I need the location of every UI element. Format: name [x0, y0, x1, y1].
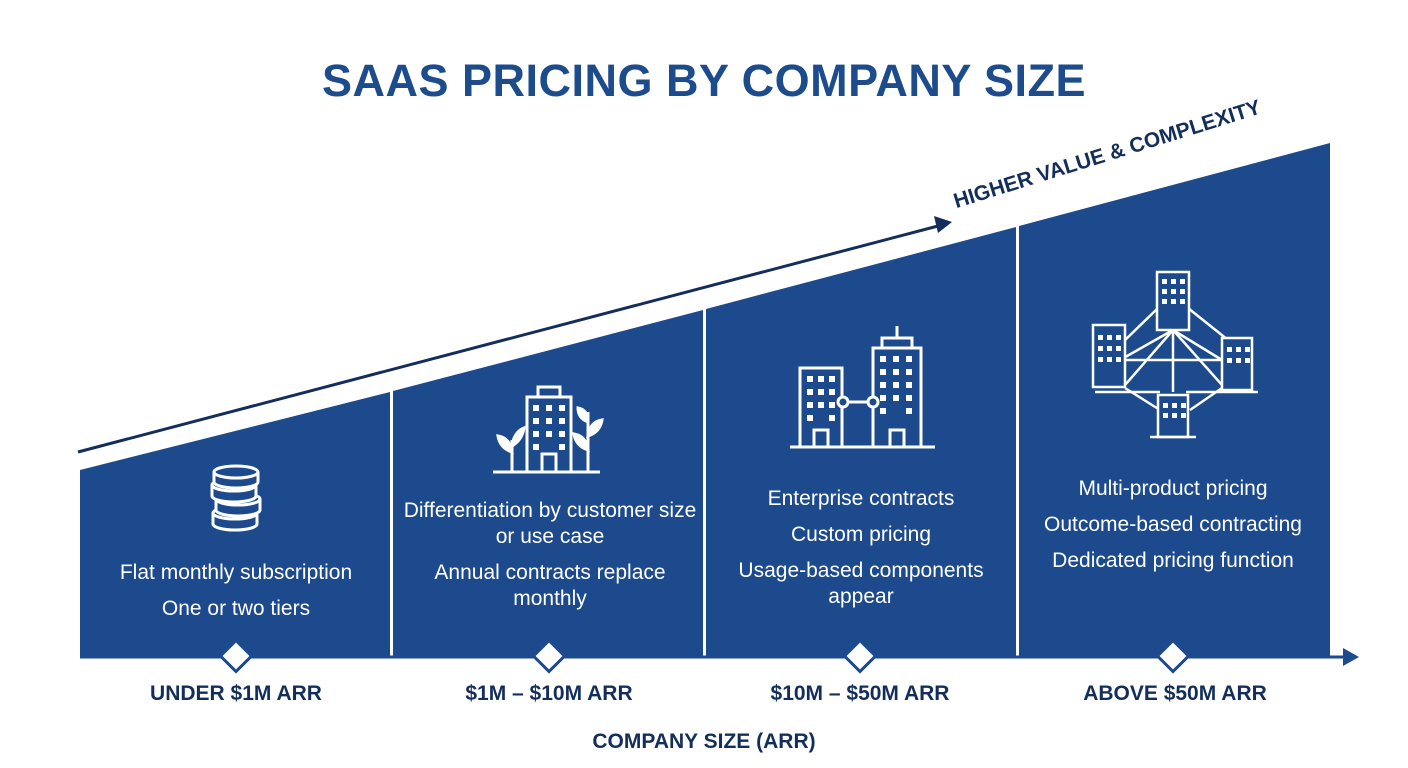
stage-panel-3: [706, 227, 1016, 657]
stage-3-line: Custom pricing: [790, 523, 932, 546]
stage-4-description: Multi-product pricing Outcome-based cont…: [1023, 476, 1323, 584]
x-axis-label: COMPANY SIZE (ARR): [592, 730, 816, 753]
tier-label: $10M – $50M ARR: [770, 682, 950, 705]
axis-marker-diamond: [842, 638, 878, 674]
connected-buildings-icon: [790, 326, 935, 449]
stage-2-line: Annual contracts replace monthly: [434, 561, 666, 610]
building-with-plants-icon: [493, 385, 604, 474]
stage-panel-2: [393, 310, 703, 657]
stage-1-line: One or two tiers: [161, 597, 311, 620]
stage-4-line: Multi-product pricing: [1078, 477, 1268, 500]
axis-marker-diamond: [1155, 638, 1191, 674]
stage-2-description: Differentiation by customer size or use …: [400, 498, 700, 622]
tier-label: $1M – $10M ARR: [465, 682, 633, 705]
trend-arrow: [77, 216, 952, 454]
x-axis-arrow: [80, 648, 1359, 666]
stage-1-description: Flat monthly subscription One or two tie…: [86, 560, 386, 632]
stage-3-description: Enterprise contracts Custom pricing Usag…: [711, 486, 1011, 620]
coin-stack-icon: [210, 464, 262, 532]
axis-marker-diamond: [531, 638, 567, 674]
page-title: SAAS PRICING BY COMPANY SIZE: [321, 55, 1087, 106]
building-network-icon: [1091, 270, 1258, 439]
stage-4-line: Outcome-based contracting: [1044, 513, 1302, 536]
stage-4-line: Dedicated pricing function: [1052, 549, 1294, 572]
stage-1-line: Flat monthly subscription: [119, 561, 353, 584]
axis-marker-diamond: [218, 638, 254, 674]
stage-3-line: Enterprise contracts: [767, 487, 955, 510]
stage-3-line: Usage-based components appear: [738, 559, 984, 608]
stage-2-line: Differentiation by customer size or use …: [403, 499, 697, 548]
tier-label: UNDER $1M ARR: [150, 682, 322, 705]
tier-label: ABOVE $50M ARR: [1083, 682, 1267, 705]
